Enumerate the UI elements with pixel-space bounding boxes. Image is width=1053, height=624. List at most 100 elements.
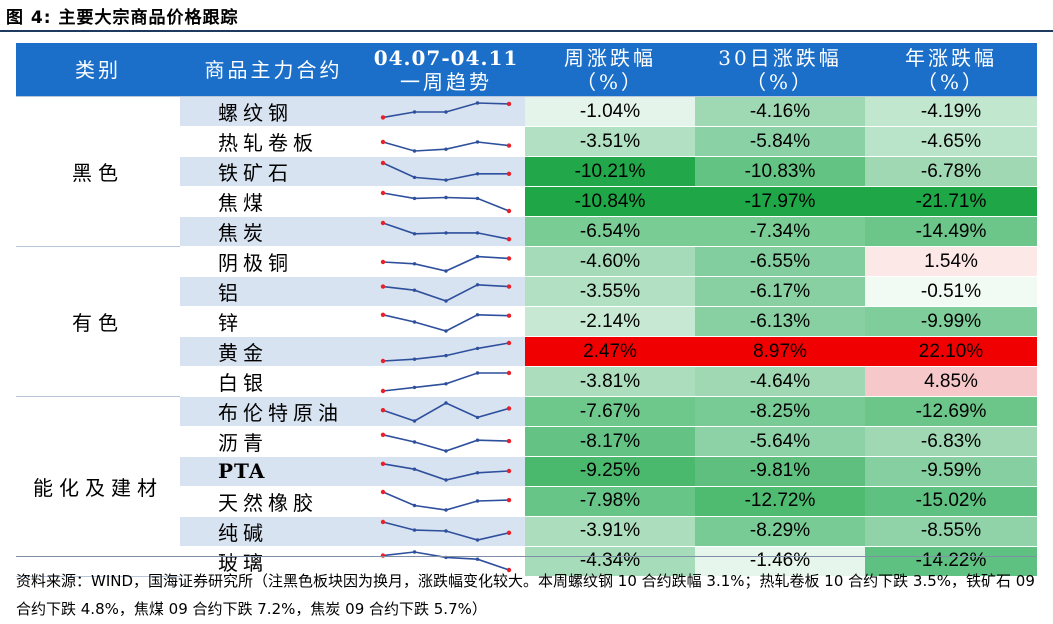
sparkline-point (412, 385, 417, 389)
sparkline-end-marker (506, 142, 512, 148)
trend-sparkline (380, 400, 512, 423)
month-change-cell: -9.81% (695, 456, 865, 487)
sparkline-point (412, 439, 417, 444)
commodity-name: PTA (180, 456, 367, 487)
sparkline-line (382, 371, 509, 392)
sparkline-end-marker (380, 283, 386, 289)
year-change-cell: -4.19% (865, 96, 1037, 127)
table-row: 铁矿石 -10.21% -10.83% -6.78% (16, 156, 1037, 187)
year-change-cell: -8.55% (865, 516, 1037, 547)
sparkline-point (444, 381, 448, 385)
sparkline-line (382, 433, 510, 452)
commodity-name: 布伦特原油 (180, 396, 367, 427)
sparkline-end-marker (380, 407, 386, 412)
table-row: 沥青 -8.17% -5.64% -6.83% (16, 426, 1037, 457)
week-change-cell: -4.60% (525, 246, 695, 277)
sparkline-point (444, 147, 448, 151)
header-commodity: 商品主力合约 (180, 43, 367, 97)
header-year: 年涨跌幅 （%） (865, 43, 1037, 97)
table-body: 黑色 螺纹钢 -1.04% -4.16% -4.19% 热轧卷板 -3.51% -5.84% -… (16, 96, 1037, 577)
sparkline-end-marker (506, 530, 512, 535)
week-change-cell: -7.98% (525, 486, 695, 517)
header-week-label: 周涨跌幅 (564, 45, 656, 70)
sparkline-point (444, 230, 448, 235)
header-row: 类别 商品主力合约 04.07-04.11 一周趋势 周涨跌幅 （%） 30日涨… (16, 43, 1037, 97)
month-change-cell: -6.17% (695, 276, 865, 307)
header-year-label: 年涨跌幅 (905, 45, 997, 70)
sparkline-end-marker (506, 101, 512, 106)
table-row: 焦煤 -10.84% -17.97% -21.71% (16, 186, 1037, 217)
week-change-cell: -3.81% (525, 366, 695, 397)
sparkline-line (382, 255, 510, 272)
month-change-cell: -6.55% (695, 246, 865, 277)
header-year-unit: （%） (916, 69, 985, 94)
sparkline-point (475, 139, 480, 144)
year-change-cell: 4.85% (865, 366, 1037, 397)
category-cell: 能化及建材 (16, 396, 180, 577)
sparkline-point (444, 448, 448, 453)
commodity-name: 玻璃 (180, 546, 367, 577)
table-row: 铝 -3.55% -6.17% -0.51% (16, 276, 1037, 307)
header-month-label: 30日涨跌幅 (718, 45, 842, 70)
sparkline-point (475, 415, 480, 419)
year-change-cell: -14.22% (865, 546, 1037, 577)
sparkline-point (412, 418, 417, 423)
commodity-name: 螺纹钢 (180, 96, 367, 127)
sparkline-point (444, 109, 448, 114)
trend-sparkline-cell (367, 486, 525, 517)
year-change-cell: -21.71% (865, 186, 1037, 217)
sparkline-line (382, 463, 510, 482)
sparkline-point (475, 171, 480, 175)
week-change-cell: -7.67% (525, 396, 695, 427)
week-change-cell: -2.14% (525, 306, 695, 337)
sparkline-line (382, 313, 510, 332)
week-change-cell: -6.54% (525, 216, 695, 247)
table-row: 纯碱 -3.91% -8.29% -8.55% (16, 516, 1037, 547)
sparkline-end-marker (506, 405, 512, 411)
sparkline-point (475, 538, 480, 542)
week-change-cell: -1.04% (525, 96, 695, 127)
trend-sparkline-cell (367, 216, 525, 247)
trend-sparkline (380, 519, 512, 542)
sparkline-end-marker (506, 255, 512, 261)
commodity-name: 热轧卷板 (180, 126, 367, 157)
sparkline-end-marker (380, 190, 386, 195)
commodity-name: 黄金 (180, 336, 367, 367)
sparkline-line (382, 401, 510, 422)
sparkline-end-marker (380, 489, 386, 495)
sparkline-point (444, 177, 448, 182)
trend-sparkline (380, 160, 512, 182)
sparkline-point (444, 268, 448, 273)
trend-sparkline-cell (367, 276, 525, 307)
sparkline-end-marker (506, 313, 512, 318)
table-row: 热轧卷板 -3.51% -5.84% -4.65% (16, 126, 1037, 157)
sparkline-line (382, 491, 510, 511)
week-change-cell: -8.17% (525, 426, 695, 457)
trend-sparkline (380, 312, 512, 333)
month-change-cell: 8.97% (695, 336, 865, 367)
year-change-cell: -4.65% (865, 126, 1037, 157)
trend-sparkline-cell (367, 126, 525, 157)
sparkline-point (444, 400, 448, 405)
commodity-name: 铁矿石 (180, 156, 367, 187)
month-change-cell: -4.16% (695, 96, 865, 127)
trend-sparkline (380, 340, 512, 363)
sparkline-end-marker (506, 370, 512, 375)
commodity-name: 焦炭 (180, 216, 367, 247)
sparkline-point (444, 328, 448, 333)
sparkline-line (382, 221, 510, 240)
sparkline-end-marker (380, 312, 386, 317)
year-change-cell: -14.49% (865, 216, 1037, 247)
trend-sparkline-cell (367, 456, 525, 487)
month-change-cell: -8.29% (695, 516, 865, 547)
month-change-cell: -8.25% (695, 396, 865, 427)
sparkline-point (444, 353, 448, 357)
sparkline-end-marker (506, 208, 512, 213)
trend-sparkline-cell (367, 546, 525, 577)
trend-sparkline-cell (367, 246, 525, 277)
week-change-cell: -3.51% (525, 126, 695, 157)
header-week-unit: （%） (575, 69, 644, 94)
sparkline-point (475, 438, 480, 442)
week-change-cell: -3.55% (525, 276, 695, 307)
sparkline-point (412, 231, 417, 235)
